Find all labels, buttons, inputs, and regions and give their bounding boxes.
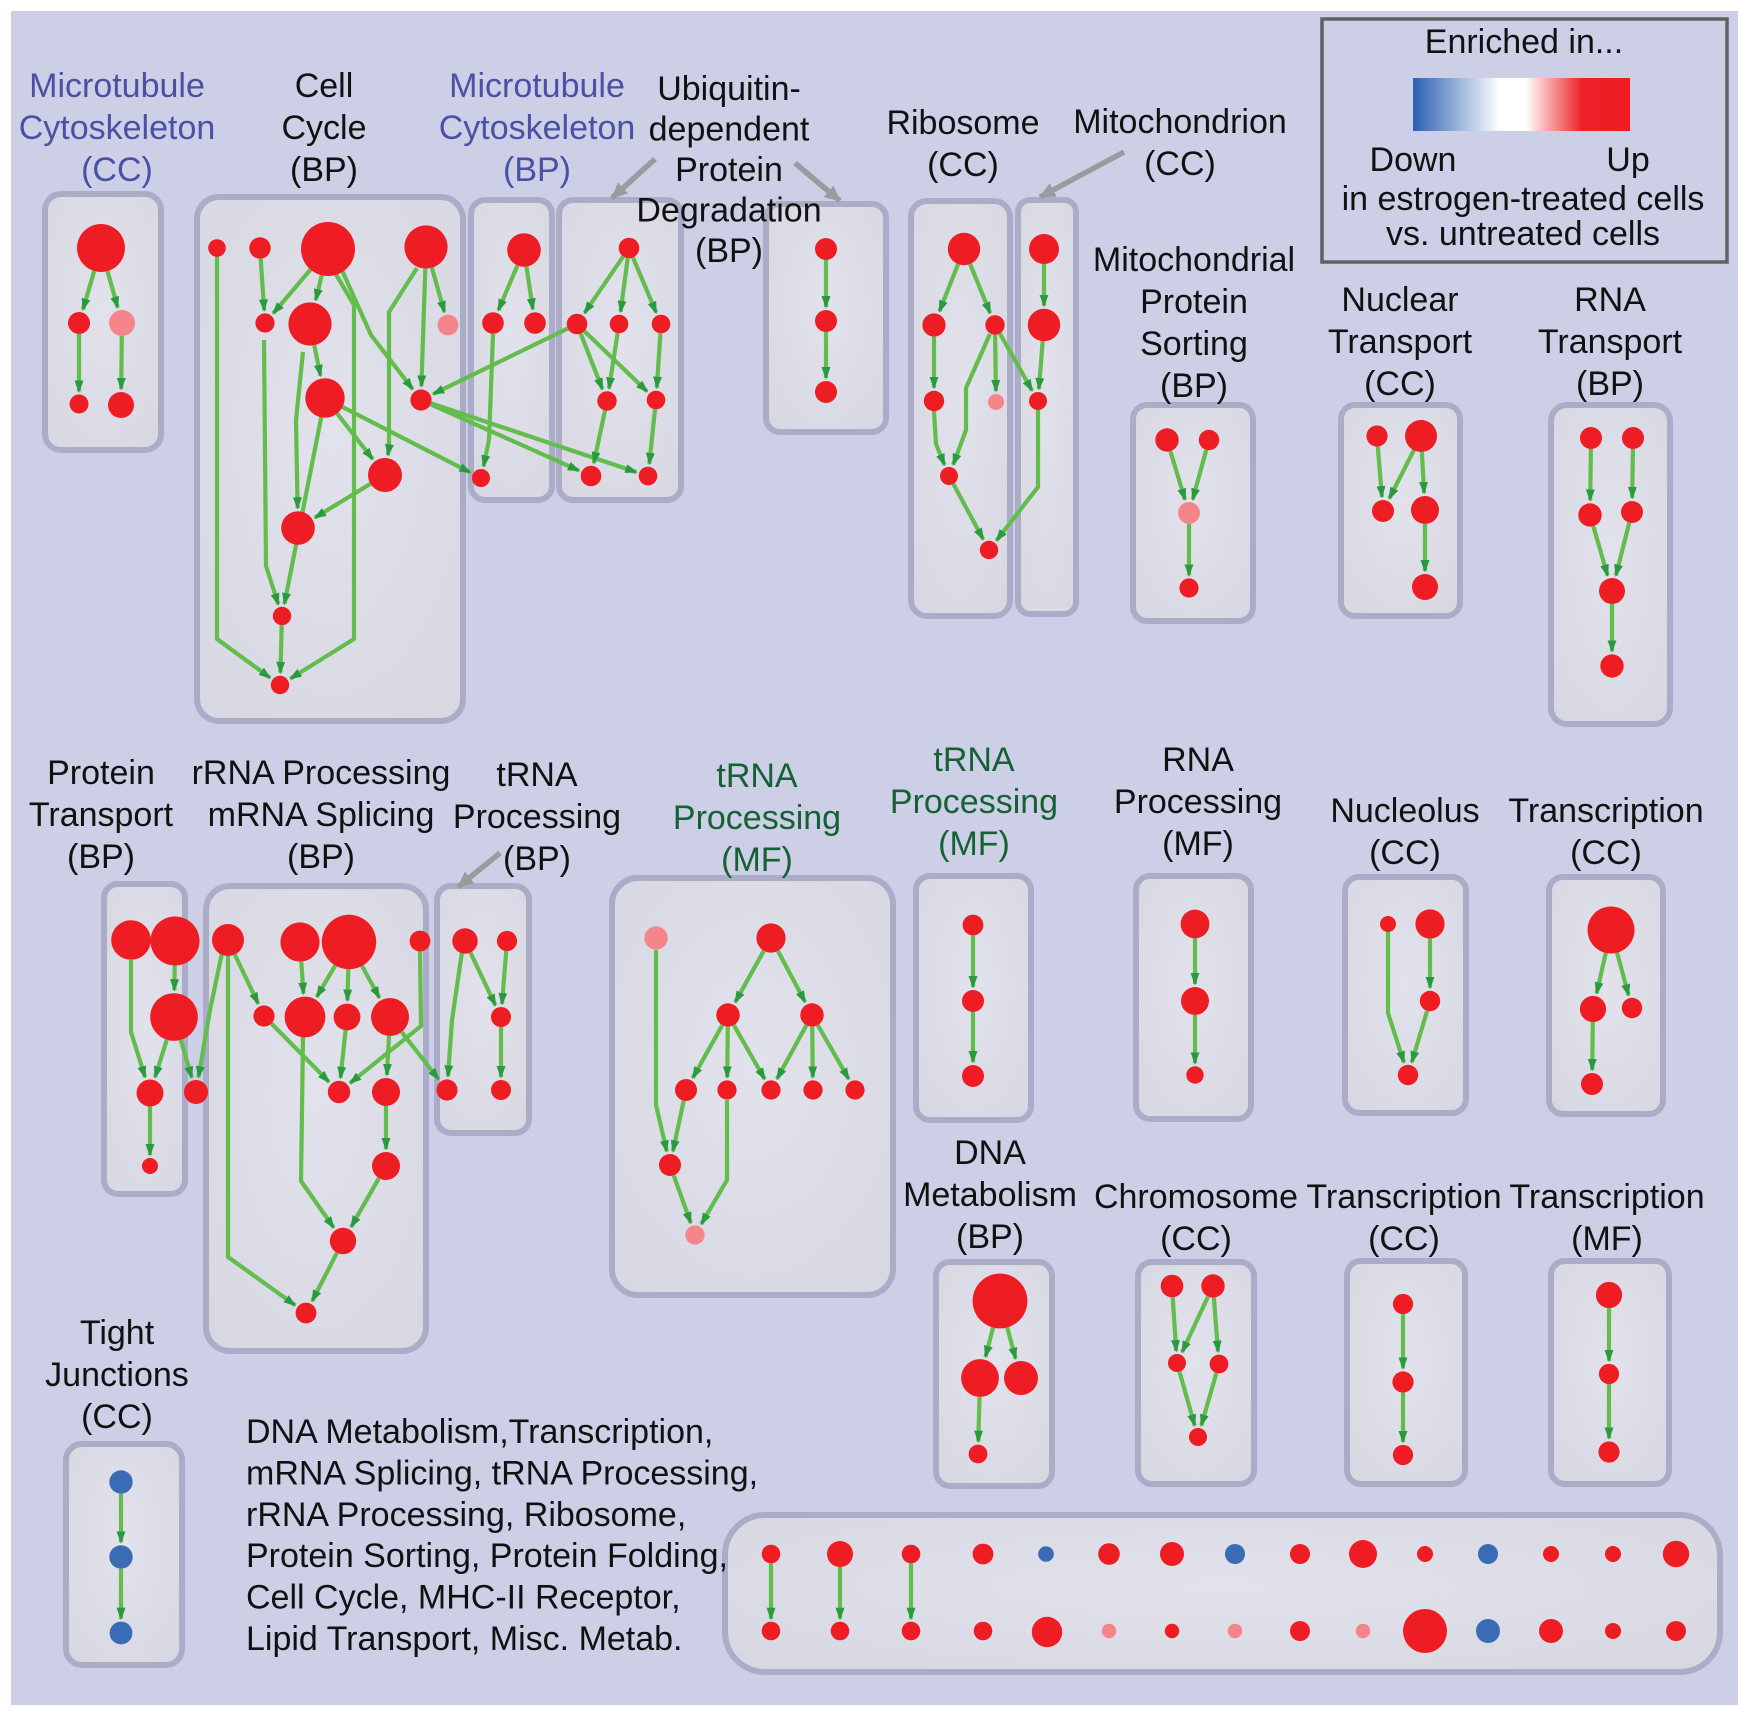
svg-text:vs. untreated cells: vs. untreated cells bbox=[1386, 215, 1660, 253]
svg-text:Degradation: Degradation bbox=[636, 192, 821, 230]
svg-text:Processing: Processing bbox=[1114, 783, 1282, 821]
svg-text:(CC): (CC) bbox=[1570, 834, 1642, 872]
svg-text:Microtubule: Microtubule bbox=[449, 67, 625, 105]
svg-text:Mitochondrial: Mitochondrial bbox=[1093, 241, 1295, 279]
svg-text:RNA: RNA bbox=[1162, 741, 1234, 779]
svg-text:Protein: Protein bbox=[1140, 283, 1248, 321]
svg-text:Sorting: Sorting bbox=[1140, 325, 1248, 363]
svg-text:Protein Sorting, Protein Foldi: Protein Sorting, Protein Folding, bbox=[246, 1537, 728, 1575]
svg-text:(BP): (BP) bbox=[956, 1218, 1024, 1256]
svg-text:Nucleolus: Nucleolus bbox=[1330, 792, 1479, 830]
svg-text:Chromosome: Chromosome bbox=[1094, 1178, 1298, 1216]
svg-text:Tight: Tight bbox=[80, 1314, 155, 1352]
svg-text:(BP): (BP) bbox=[503, 151, 571, 189]
svg-text:Transcription: Transcription bbox=[1306, 1178, 1501, 1216]
svg-text:(CC): (CC) bbox=[81, 151, 153, 189]
svg-text:(CC): (CC) bbox=[81, 1398, 153, 1436]
svg-text:(BP): (BP) bbox=[503, 840, 571, 878]
svg-text:Lipid Transport, Misc. Metab.: Lipid Transport, Misc. Metab. bbox=[246, 1620, 683, 1658]
svg-text:(MF): (MF) bbox=[938, 825, 1010, 863]
svg-text:Mitochondrion: Mitochondrion bbox=[1073, 103, 1287, 141]
svg-text:Transcription: Transcription bbox=[1509, 1178, 1704, 1216]
svg-text:(BP): (BP) bbox=[695, 232, 763, 270]
svg-text:(CC): (CC) bbox=[1144, 145, 1216, 183]
svg-text:Processing: Processing bbox=[673, 799, 841, 837]
svg-text:(BP): (BP) bbox=[67, 838, 135, 876]
svg-text:Cell Cycle, MHC-II Receptor,: Cell Cycle, MHC-II Receptor, bbox=[246, 1579, 681, 1617]
svg-text:Processing: Processing bbox=[890, 783, 1058, 821]
svg-text:Transport: Transport bbox=[1328, 323, 1473, 361]
svg-text:Transport: Transport bbox=[1538, 323, 1683, 361]
svg-text:Transport: Transport bbox=[29, 796, 174, 834]
svg-text:Cell: Cell bbox=[295, 67, 354, 105]
svg-text:Ribosome: Ribosome bbox=[886, 104, 1039, 142]
svg-text:DNA: DNA bbox=[954, 1134, 1026, 1172]
svg-text:Transcription: Transcription bbox=[1508, 792, 1703, 830]
svg-text:tRNA: tRNA bbox=[496, 756, 578, 794]
svg-text:Protein: Protein bbox=[47, 754, 155, 792]
svg-text:RNA: RNA bbox=[1574, 281, 1646, 319]
svg-text:Ubiquitin-: Ubiquitin- bbox=[657, 70, 801, 108]
svg-text:Processing: Processing bbox=[453, 798, 621, 836]
svg-text:(CC): (CC) bbox=[1160, 1220, 1232, 1258]
svg-text:(BP): (BP) bbox=[1576, 365, 1644, 403]
svg-text:Microtubule: Microtubule bbox=[29, 67, 205, 105]
svg-text:(CC): (CC) bbox=[1369, 834, 1441, 872]
svg-text:Up: Up bbox=[1606, 141, 1649, 179]
svg-text:Cycle: Cycle bbox=[281, 109, 366, 147]
svg-text:Protein: Protein bbox=[675, 151, 783, 189]
svg-text:mRNA Splicing: mRNA Splicing bbox=[208, 796, 435, 834]
svg-text:(BP): (BP) bbox=[287, 838, 355, 876]
svg-text:(MF): (MF) bbox=[1162, 825, 1234, 863]
svg-text:in estrogen-treated cells: in estrogen-treated cells bbox=[1342, 180, 1705, 218]
svg-text:(CC): (CC) bbox=[1368, 1220, 1440, 1258]
svg-text:(CC): (CC) bbox=[1364, 365, 1436, 403]
svg-text:Cytoskeleton: Cytoskeleton bbox=[439, 109, 636, 147]
svg-text:Down: Down bbox=[1370, 141, 1457, 179]
svg-text:Enriched in...: Enriched in... bbox=[1425, 23, 1623, 61]
svg-text:(MF): (MF) bbox=[1571, 1220, 1643, 1258]
svg-text:(MF): (MF) bbox=[721, 841, 793, 879]
svg-text:tRNA: tRNA bbox=[716, 757, 798, 795]
svg-text:Metabolism: Metabolism bbox=[903, 1176, 1077, 1214]
svg-text:(CC): (CC) bbox=[927, 146, 999, 184]
svg-text:rRNA Processing, Ribosome,: rRNA Processing, Ribosome, bbox=[246, 1496, 686, 1534]
svg-text:tRNA: tRNA bbox=[933, 741, 1015, 779]
svg-text:Junctions: Junctions bbox=[45, 1356, 189, 1394]
svg-text:(BP): (BP) bbox=[290, 151, 358, 189]
svg-text:rRNA Processing: rRNA Processing bbox=[192, 754, 451, 792]
svg-text:Cytoskeleton: Cytoskeleton bbox=[19, 109, 216, 147]
svg-text:DNA Metabolism,Transcription,: DNA Metabolism,Transcription, bbox=[246, 1413, 713, 1451]
svg-text:Nuclear: Nuclear bbox=[1341, 281, 1458, 319]
svg-text:mRNA Splicing, tRNA Processing: mRNA Splicing, tRNA Processing, bbox=[246, 1454, 758, 1492]
svg-text:(BP): (BP) bbox=[1160, 367, 1228, 405]
svg-text:dependent: dependent bbox=[649, 111, 810, 149]
